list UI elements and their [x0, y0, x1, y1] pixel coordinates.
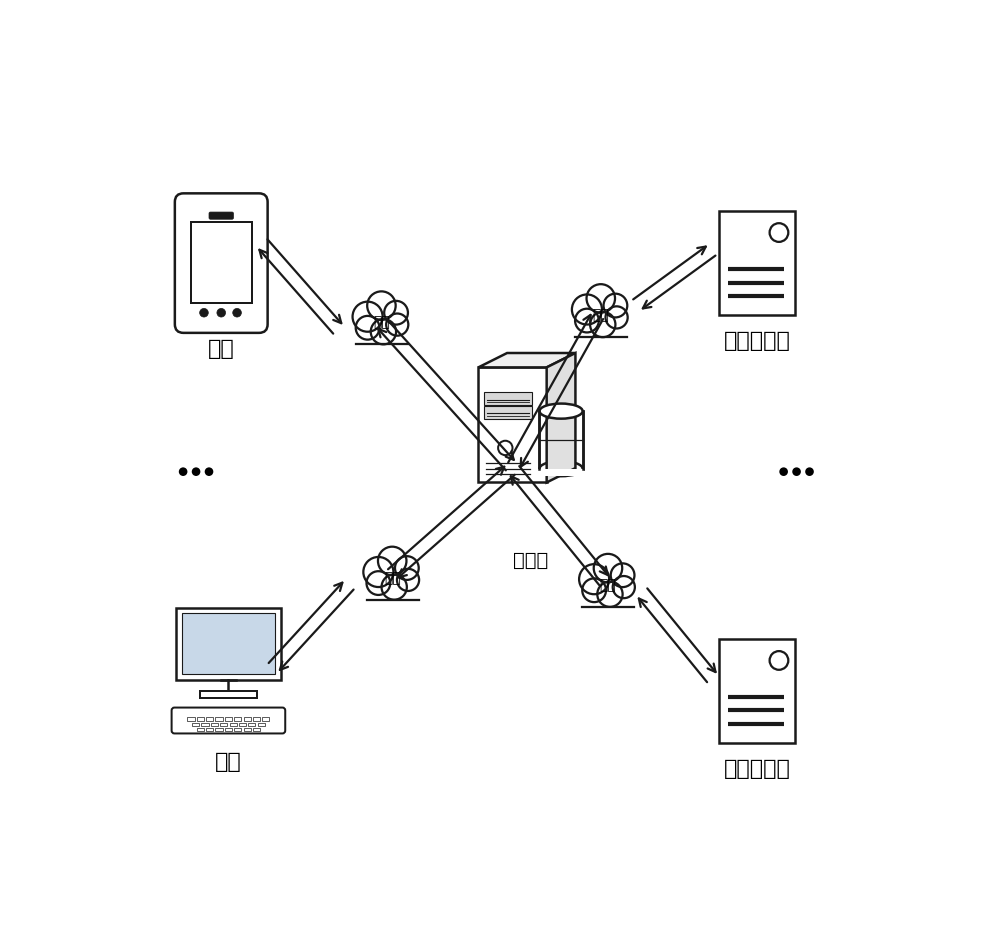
Bar [215, 717, 223, 720]
Circle shape [384, 301, 408, 325]
Bar [239, 723, 246, 727]
Circle shape [770, 651, 788, 670]
Circle shape [395, 556, 419, 580]
Circle shape [382, 574, 407, 600]
Bar [538, 469, 584, 476]
Bar [355, 332, 398, 345]
Circle shape [594, 554, 622, 583]
Bar [253, 728, 260, 731]
Polygon shape [478, 367, 547, 483]
Bar [719, 211, 795, 316]
FancyBboxPatch shape [172, 708, 285, 733]
Bar [220, 723, 227, 727]
Circle shape [205, 467, 213, 476]
Circle shape [367, 291, 396, 319]
Bar [581, 594, 625, 607]
Polygon shape [478, 353, 575, 367]
Circle shape [590, 312, 615, 337]
Bar [244, 728, 251, 731]
Circle shape [200, 308, 208, 317]
Circle shape [367, 572, 390, 595]
Circle shape [353, 302, 383, 332]
Circle shape [356, 316, 379, 340]
Circle shape [779, 467, 788, 476]
Bar [225, 728, 232, 731]
Bar [539, 411, 583, 469]
Bar [206, 728, 213, 731]
Circle shape [217, 308, 226, 317]
Bar [215, 728, 223, 731]
Bar [176, 608, 281, 680]
Bar [366, 587, 409, 600]
Text: 终端: 终端 [208, 339, 235, 359]
Text: 服务器: 服务器 [513, 551, 548, 570]
Bar [244, 717, 251, 720]
Circle shape [378, 546, 406, 575]
FancyBboxPatch shape [209, 212, 233, 219]
Bar [234, 728, 241, 731]
Circle shape [611, 563, 634, 587]
Circle shape [606, 306, 628, 329]
Bar [248, 723, 255, 727]
Bar [262, 717, 269, 720]
Bar [201, 723, 209, 727]
Circle shape [597, 582, 623, 607]
Circle shape [363, 557, 393, 587]
Text: 网络: 网络 [600, 578, 616, 592]
Text: 网络: 网络 [373, 316, 390, 330]
Circle shape [792, 467, 801, 476]
Circle shape [579, 564, 609, 594]
Circle shape [386, 314, 408, 335]
Circle shape [572, 294, 602, 324]
Circle shape [233, 308, 241, 317]
Circle shape [498, 441, 512, 455]
FancyBboxPatch shape [175, 193, 268, 333]
Polygon shape [547, 353, 575, 483]
Circle shape [587, 284, 615, 313]
Bar [200, 691, 257, 699]
Bar [192, 723, 199, 727]
Bar [484, 406, 532, 419]
Circle shape [805, 467, 814, 476]
Bar [197, 717, 204, 720]
Circle shape [192, 467, 200, 476]
Bar [719, 639, 795, 743]
Circle shape [397, 569, 419, 591]
Circle shape [179, 467, 187, 476]
Bar [258, 723, 265, 727]
Circle shape [613, 576, 635, 598]
Bar [225, 717, 232, 720]
Bar [182, 614, 275, 674]
Bar [191, 222, 252, 303]
Text: 网络: 网络 [384, 571, 401, 585]
Circle shape [604, 293, 627, 318]
Bar [211, 723, 218, 727]
Circle shape [582, 578, 606, 602]
Bar [234, 717, 241, 720]
Bar [206, 717, 213, 720]
Ellipse shape [539, 403, 583, 418]
Circle shape [770, 223, 788, 242]
Text: 网络: 网络 [592, 308, 609, 322]
Bar [230, 723, 237, 727]
Bar [484, 392, 532, 405]
Ellipse shape [539, 461, 583, 476]
Text: 业务服务器: 业务服务器 [724, 759, 790, 779]
Bar [253, 717, 260, 720]
Bar [574, 324, 618, 337]
Bar [197, 728, 204, 731]
Circle shape [371, 319, 396, 345]
Text: 业务服务器: 业务服务器 [724, 332, 790, 351]
Text: 终端: 终端 [215, 752, 242, 772]
Circle shape [575, 309, 599, 333]
Bar [187, 717, 195, 720]
